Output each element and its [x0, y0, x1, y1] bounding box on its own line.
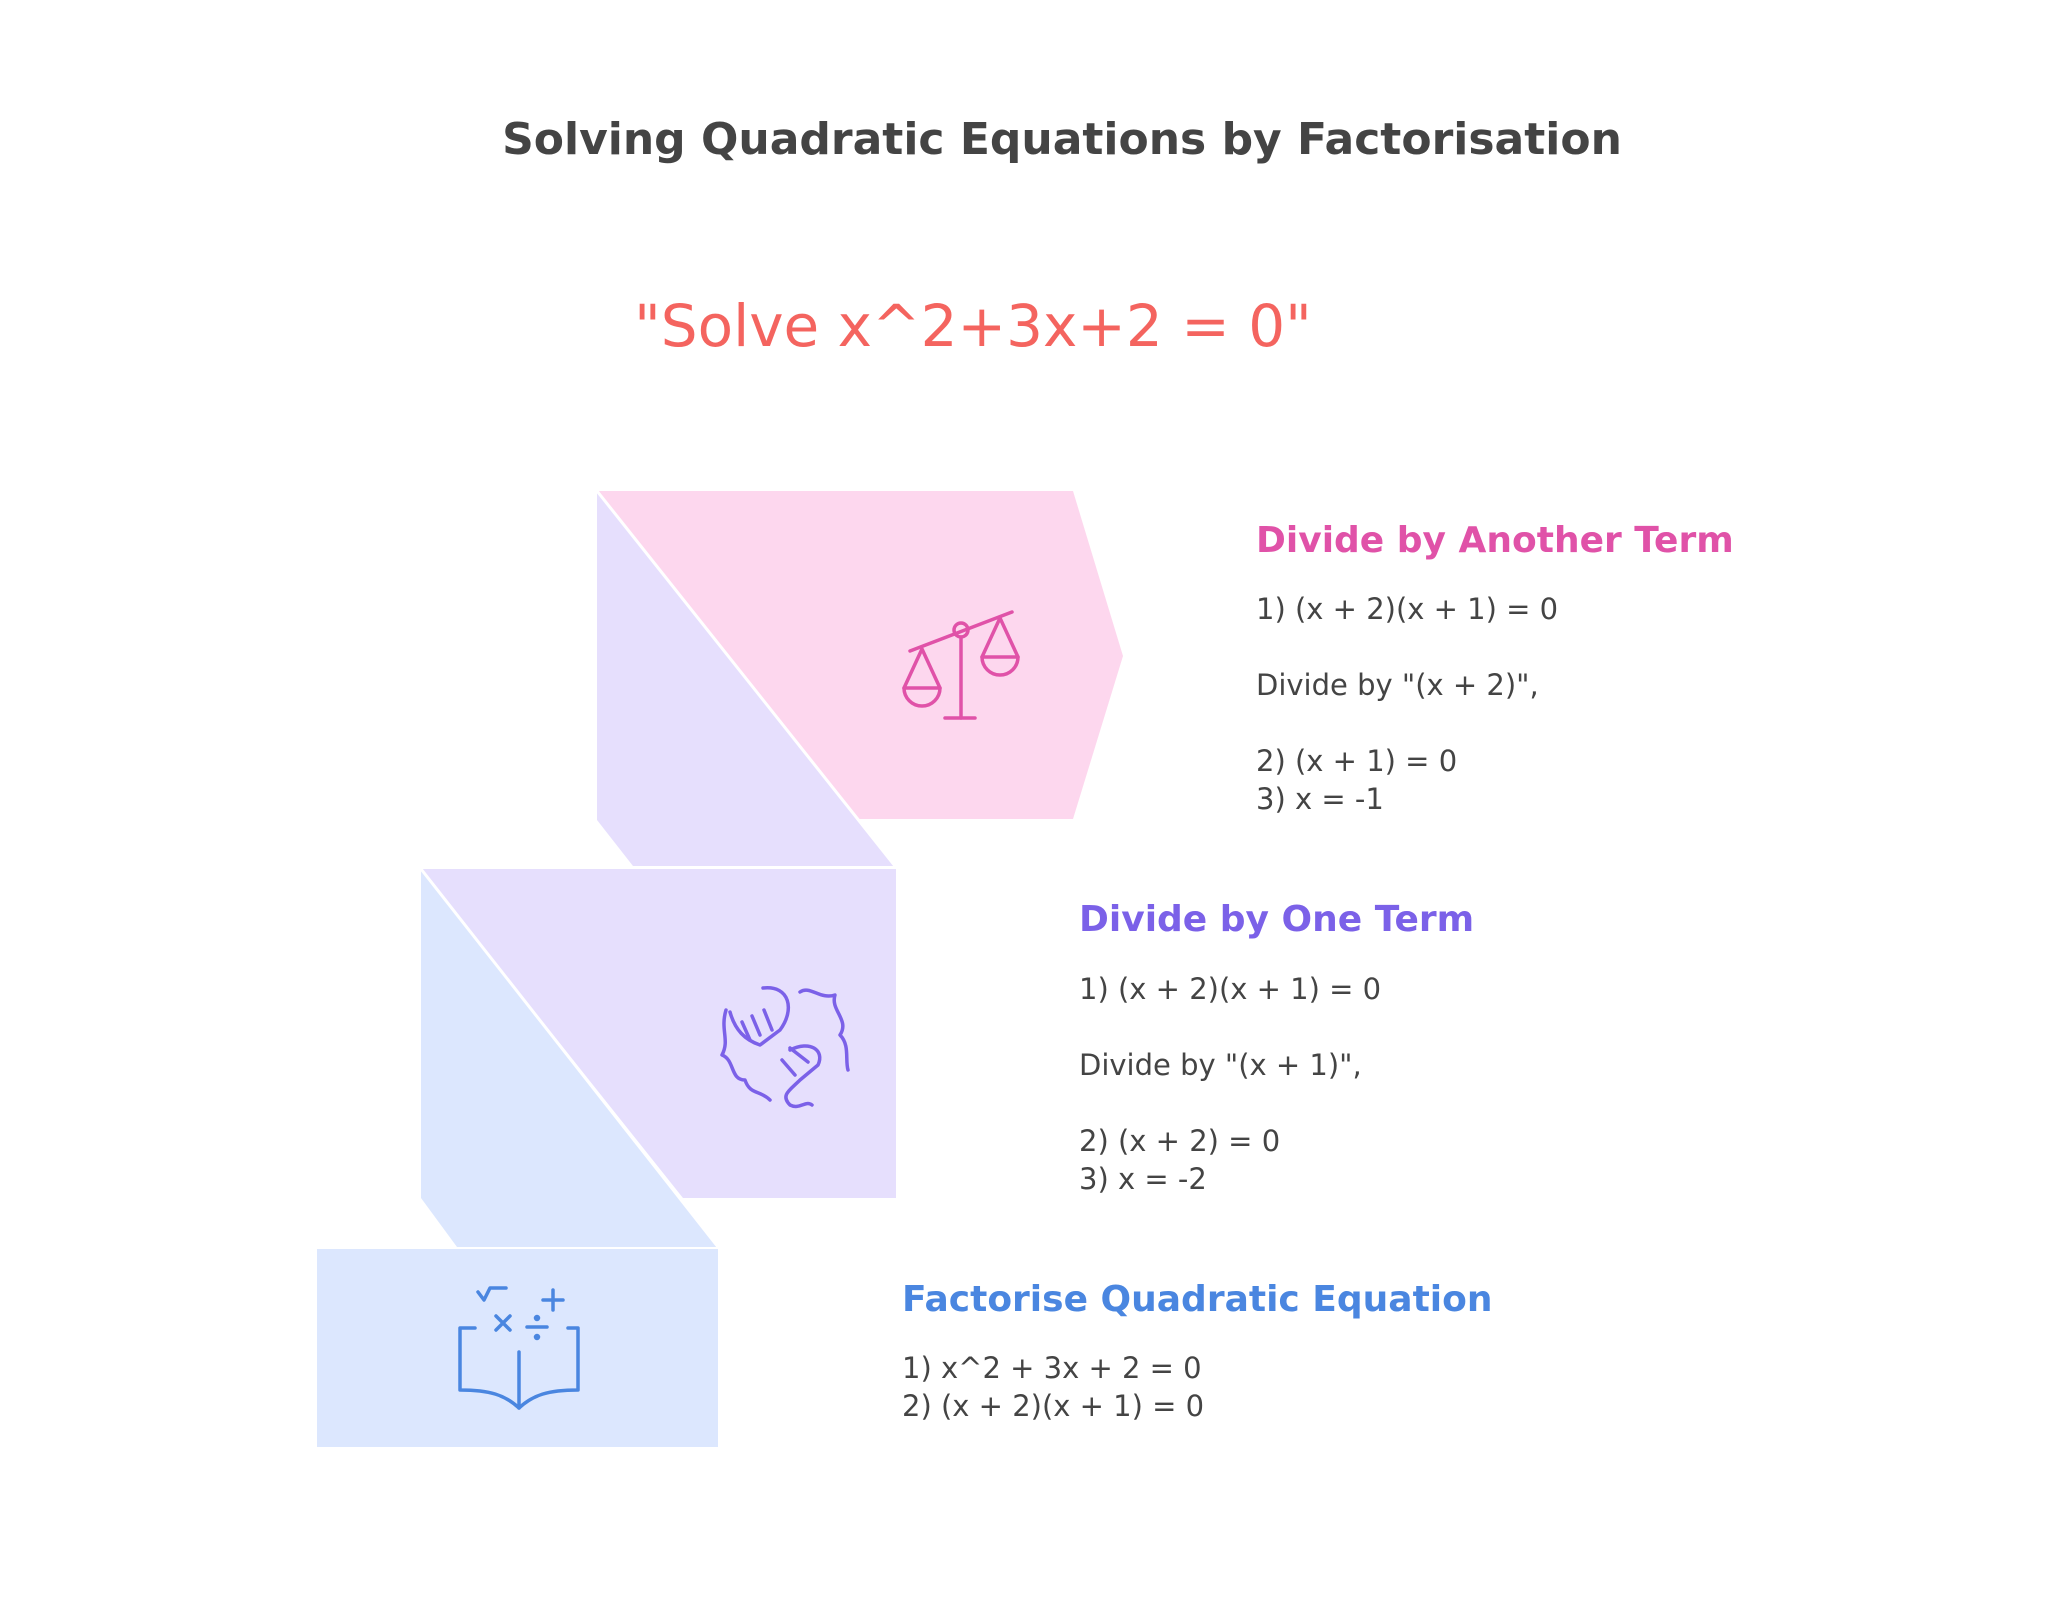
step-line: 1) (x + 2)(x + 1) = 0 — [1079, 972, 1382, 1006]
step-top-face — [597, 491, 1123, 819]
step-heading-divide-one: Divide by One Term — [1079, 899, 1475, 940]
handshake-icon — [720, 986, 850, 1109]
step-heading-divide-another: Divide by Another Term — [1256, 520, 1734, 561]
step-middle-face — [421, 869, 896, 1198]
diagram-title: Solving Quadratic Equations by Factorisa… — [502, 114, 1622, 165]
step-line: Divide by "(x + 2)", — [1256, 668, 1539, 702]
step-bottom-face — [317, 1249, 718, 1447]
step-line: Divide by "(x + 1)", — [1079, 1048, 1362, 1082]
balance-scale-icon — [902, 610, 1020, 720]
step-line: 2) (x + 2)(x + 1) = 0 — [902, 1389, 1205, 1423]
math-book-icon — [458, 1286, 580, 1410]
step-line: 1) x^2 + 3x + 2 = 0 — [902, 1351, 1202, 1385]
step-heading-factorise: Factorise Quadratic Equation — [902, 1279, 1493, 1320]
step-line: 3) x = -2 — [1079, 1162, 1207, 1196]
step-line: 2) (x + 1) = 0 — [1256, 744, 1458, 778]
step-line: 1) (x + 2)(x + 1) = 0 — [1256, 592, 1559, 626]
step-line: 2) (x + 2) = 0 — [1079, 1124, 1281, 1158]
problem-statement: "Solve x^2+3x+2 = 0" — [634, 292, 1312, 360]
step-line: 3) x = -1 — [1256, 782, 1384, 816]
